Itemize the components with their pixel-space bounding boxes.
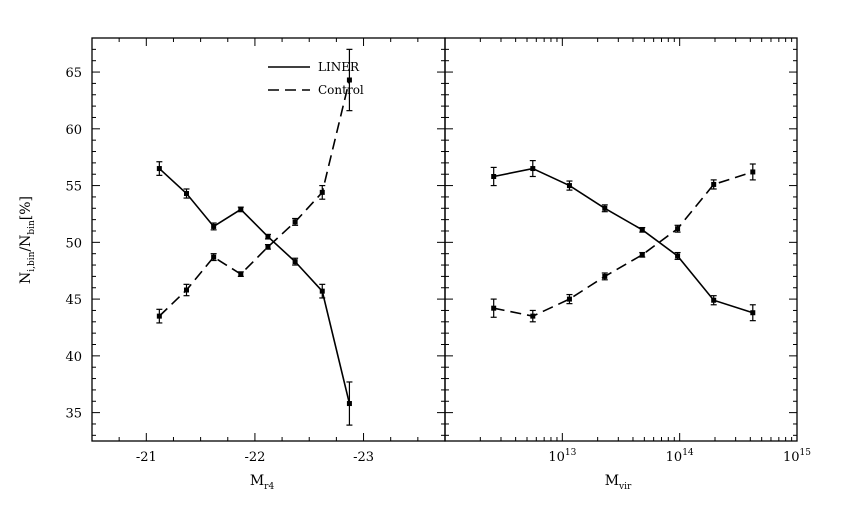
left-control-line xyxy=(158,79,351,317)
right-liner-point xyxy=(675,253,681,259)
left-control-point xyxy=(319,189,325,195)
left-control-point xyxy=(238,271,244,277)
right-liner-point xyxy=(750,310,756,316)
y-axis-label-sub2: bin xyxy=(27,220,37,235)
left-x-tick-label: -22 xyxy=(244,450,265,465)
right-panel-ticks: 1013 1014 1015 xyxy=(445,37,811,465)
legend: LINER Control xyxy=(268,60,364,97)
y-tick-label: 55 xyxy=(65,180,82,195)
right-liner-point xyxy=(530,166,536,172)
right-control-point xyxy=(566,296,572,302)
right-liner-line xyxy=(493,167,754,314)
y-axis-label-tail: [%] xyxy=(18,196,34,220)
left-control-point xyxy=(211,254,217,260)
left-control-point xyxy=(292,219,298,225)
right-liner-point xyxy=(491,173,497,179)
left-control-point xyxy=(183,287,189,293)
y-axis-label-main: N xyxy=(18,272,34,284)
left-liner-line xyxy=(158,167,351,404)
right-panel-frame xyxy=(444,37,798,442)
right-control-point xyxy=(602,273,608,279)
left-control-point xyxy=(265,244,271,250)
y-tick-label: 50 xyxy=(65,236,82,251)
y-tick-label: 35 xyxy=(65,407,82,422)
legend-liner-label: LINER xyxy=(318,60,360,74)
left-x-axis-label-sub: r4 xyxy=(264,482,274,492)
right-x-tick-label: 1014 xyxy=(666,448,694,465)
left-liner-point xyxy=(265,234,271,240)
right-x-axis-label-sub: vir xyxy=(618,482,632,492)
right-x-axis-label: Mvir xyxy=(605,473,632,492)
right-control-line xyxy=(493,171,754,317)
left-x-tick-label: -21 xyxy=(136,450,157,465)
left-liner-point xyxy=(183,191,189,197)
left-panel-ticks: 35 40 45 50 55 60 65 -21 -22 -23 xyxy=(65,37,446,465)
y-tick-label: 60 xyxy=(65,123,82,138)
left-liner-point xyxy=(292,259,298,265)
left-liner-point xyxy=(238,206,244,212)
left-x-axis-label-main: M xyxy=(250,473,264,489)
left-panel-series xyxy=(156,48,353,426)
right-x-tick-label: 1013 xyxy=(548,448,576,465)
right-control-point xyxy=(639,252,645,258)
right-liner-point xyxy=(602,205,608,211)
left-control-point xyxy=(346,77,352,83)
right-control-point xyxy=(711,181,717,187)
left-control-point xyxy=(156,313,162,319)
left-liner-point xyxy=(211,223,217,229)
right-x-axis-label-main: M xyxy=(605,473,619,489)
y-axis-label-sub1: i,bin xyxy=(27,251,37,271)
right-x-tick-label: 1015 xyxy=(783,448,811,465)
right-control-point xyxy=(491,305,497,311)
y-tick-label: 40 xyxy=(65,350,82,365)
y-tick-label: 45 xyxy=(65,293,82,308)
right-control-point xyxy=(750,169,756,175)
y-axis-label-mid: /N xyxy=(18,235,34,252)
legend-control-label: Control xyxy=(318,83,364,97)
right-control-point xyxy=(530,313,536,319)
left-liner-point xyxy=(346,401,352,407)
right-liner-point xyxy=(566,183,572,189)
right-liner-point xyxy=(711,297,717,303)
y-axis-label: Ni,bin/Nbin[%] xyxy=(18,196,37,284)
y-tick-label: 65 xyxy=(65,66,82,81)
right-panel-series xyxy=(490,160,756,323)
left-x-tick-label: -23 xyxy=(353,450,374,465)
right-control-point xyxy=(675,226,681,232)
left-x-axis-label: Mr4 xyxy=(250,473,275,492)
left-liner-point xyxy=(156,166,162,172)
left-liner-point xyxy=(319,288,325,294)
right-liner-point xyxy=(639,227,645,233)
